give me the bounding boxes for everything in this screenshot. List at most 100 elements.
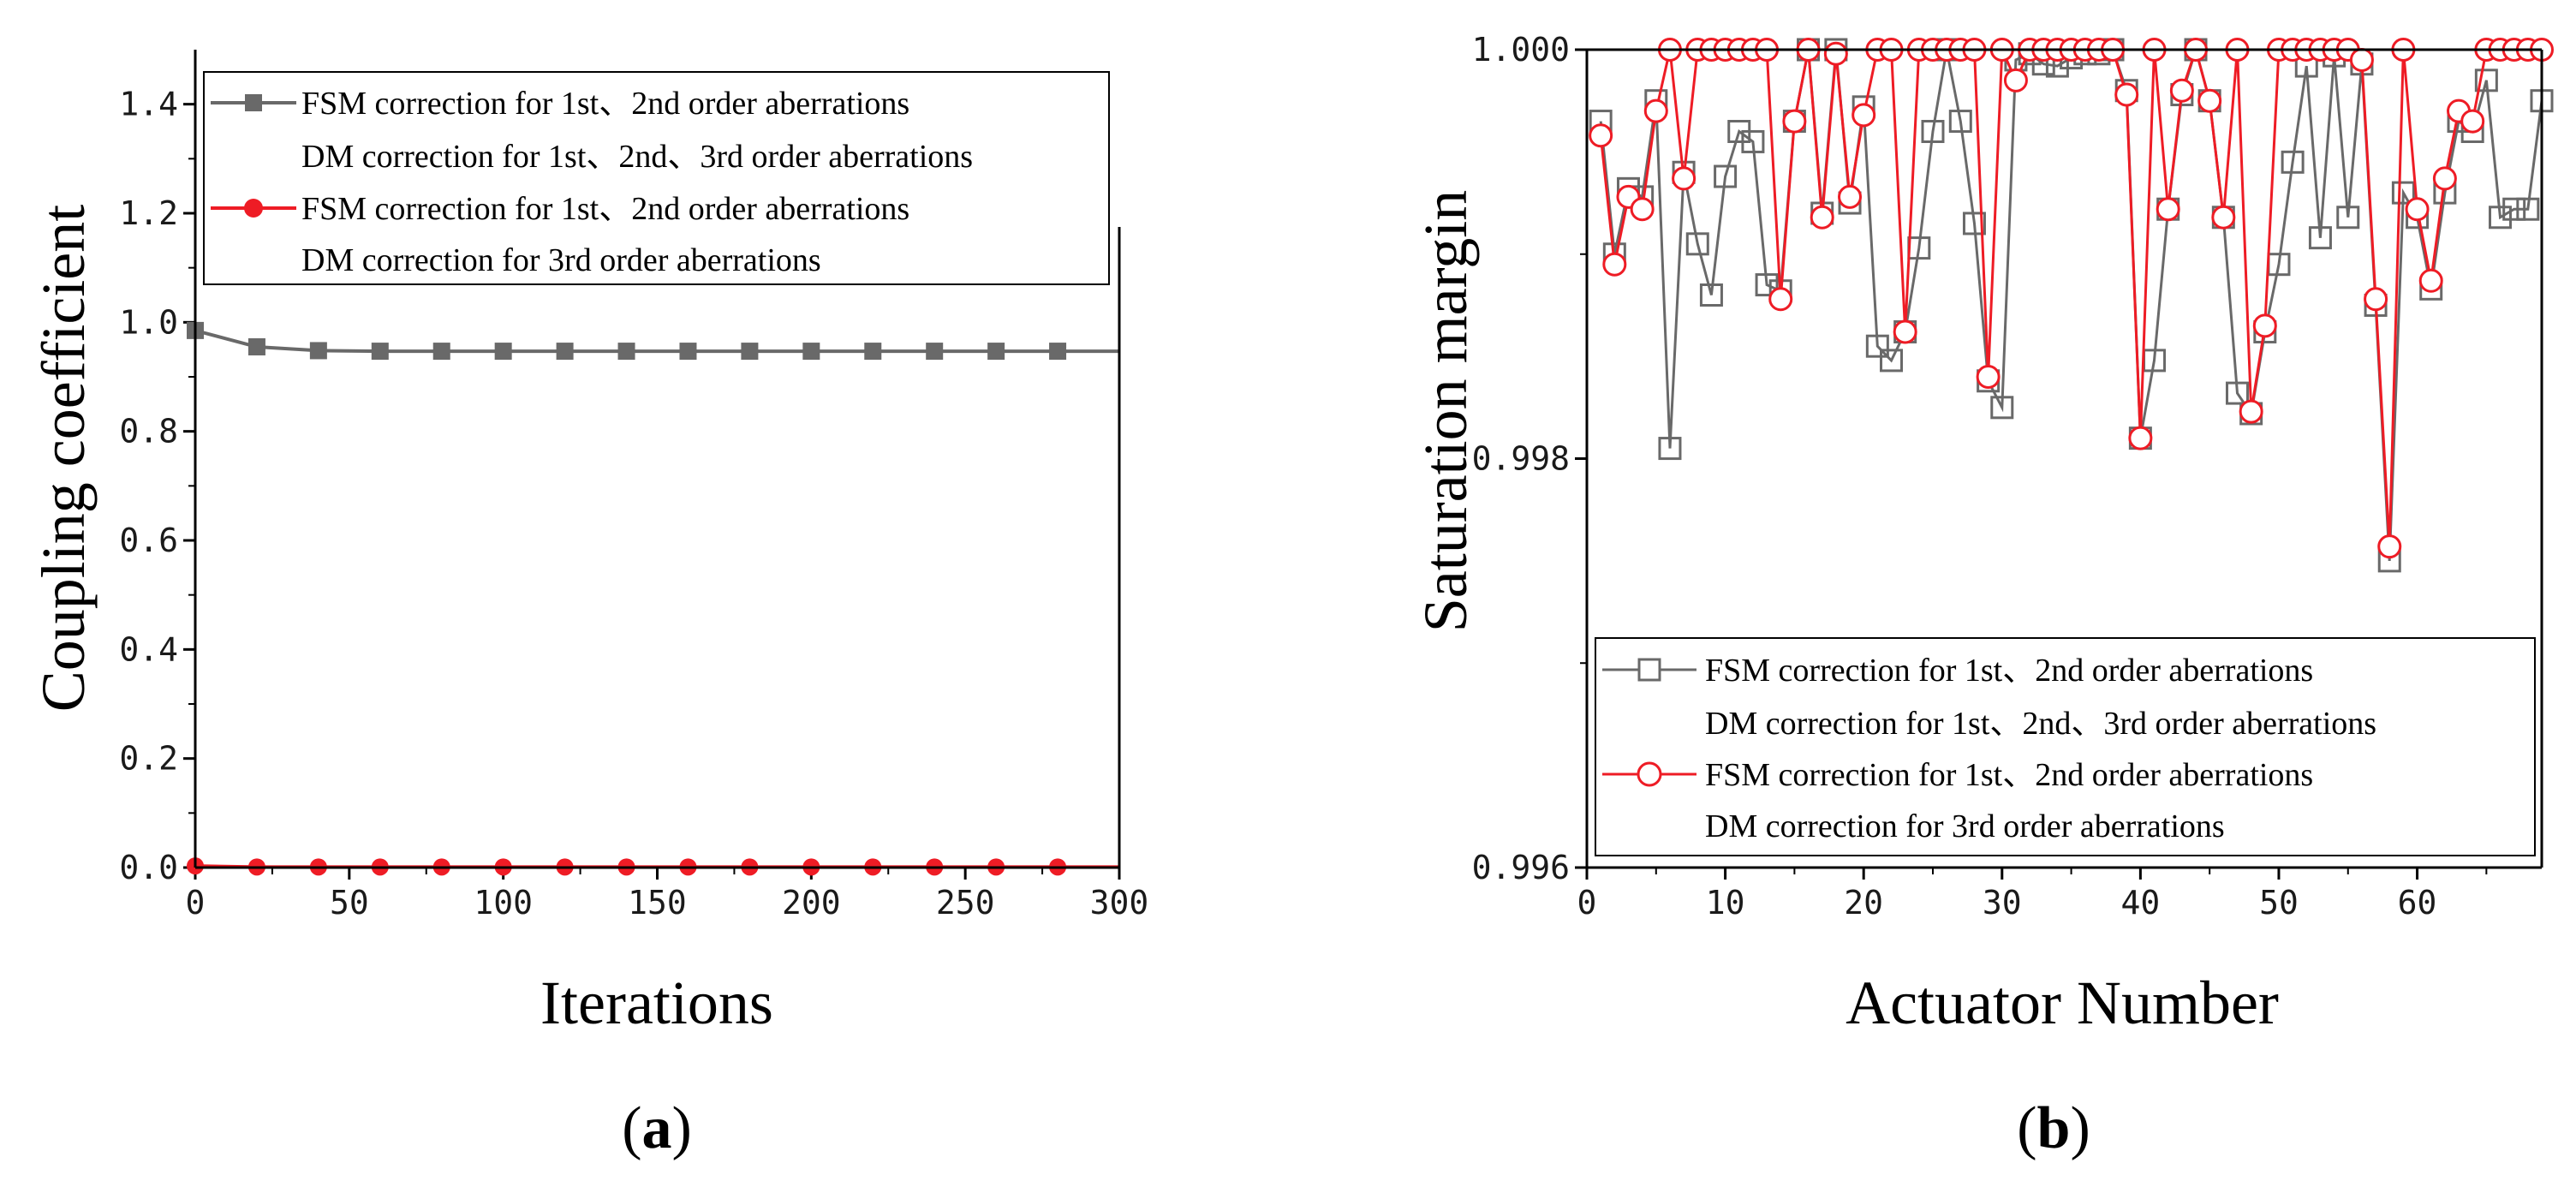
- chart-b-series-2-point: [2211, 205, 2236, 230]
- chart-a-series: [187, 321, 1119, 876]
- chart-b-series-1-point: [2489, 206, 2513, 230]
- chart-b-series-1-point: [1685, 232, 1709, 256]
- chart-b-series-1-point: [2225, 381, 2249, 405]
- chart-a-ytick-label: 1.4: [119, 86, 178, 123]
- chart-b-series-1-point: [2516, 197, 2540, 221]
- chart-b-series-1-point: [1658, 437, 1682, 461]
- chart-b-series-1-point: [2281, 150, 2305, 174]
- chart-b-series-1-point: [1921, 120, 1945, 143]
- chart-a-series-1-point: [617, 343, 635, 361]
- chart-b-legend-marker-2: [1637, 761, 1662, 787]
- chart-b-series-1-point: [1714, 164, 1738, 188]
- chart-b-series-2-point: [1643, 98, 1668, 123]
- chart-b-series-2-point: [2349, 47, 2374, 72]
- chart-a-series-1-point: [494, 343, 512, 361]
- chart-a-ytick-label: 0.6: [119, 522, 178, 559]
- chart-b-series-1-point: [1865, 334, 1889, 358]
- chart-b-series-1-point: [1990, 396, 2014, 420]
- chart-a-legend-label-1b: DM correction for 1st、2nd、3rd order aber…: [301, 139, 973, 175]
- chart-b-legend-label-1b: DM correction for 1st、2nd、3rd order aber…: [1705, 706, 2376, 742]
- chart-a-xtick-label: 100: [474, 884, 533, 922]
- chart-a-panel-label: (a): [622, 1095, 692, 1161]
- chart-b-series-1-point: [2502, 197, 2526, 221]
- chart-b-ytick-label: 0.998: [1472, 440, 1570, 478]
- chart-b-series-1-point: [2308, 226, 2332, 250]
- chart-b-xtick-label: 40: [2120, 884, 2160, 922]
- chart-b-series-2-point: [2432, 166, 2457, 191]
- chart-a-xtick-label: 250: [936, 884, 995, 922]
- chart-b-series-2-point: [1602, 252, 1627, 277]
- chart-b-series-2-point: [2156, 197, 2180, 222]
- chart-b-series-2-point: [1810, 205, 1834, 230]
- chart-b-legend-box: [1595, 637, 2536, 856]
- chart-b-legend-label-2: FSM correction for 1st、2nd order aberrat…: [1705, 757, 2313, 793]
- chart-b-series-2-point: [1823, 41, 1848, 66]
- chart-a-ytick-label: 1.2: [119, 194, 178, 232]
- chart-a-xlabel: Iterations: [540, 969, 773, 1037]
- chart-b-xtick-label: 50: [2259, 884, 2299, 922]
- chart-a-series-1-point: [987, 343, 1005, 361]
- chart-b-series-2-point: [1782, 109, 1807, 134]
- chart-b-series-2-point: [1893, 319, 1917, 344]
- chart-a-series-1-point: [432, 343, 450, 361]
- chart-b-series-2-point: [2169, 78, 2194, 103]
- chart-b-panel-label: (b): [2017, 1095, 2090, 1161]
- chart-a-panel-letter: a: [642, 1095, 672, 1161]
- chart-b-series-2-point: [1768, 287, 1793, 312]
- chart-b-series-1-point: [1755, 273, 1779, 297]
- chart-a-series-1-point: [926, 343, 944, 361]
- chart-a-series-1-line: [194, 328, 1119, 354]
- chart-a-series-1-point: [741, 343, 759, 361]
- chart-a-ticks: 0 50 100 150 200 250 300 0.0 0.2 0.4 0.6 0.8 1.0 1.2 1…: [119, 86, 1148, 922]
- chart-b-panel-letter: b: [2037, 1095, 2071, 1161]
- chart-b-xtick-label: 20: [1844, 884, 1883, 922]
- chart-b-legend: FSM correction for 1st、2nd order aberrat…: [1595, 637, 2536, 856]
- chart-a-legend: FSM correction for 1st、2nd order aberrat…: [203, 71, 1110, 285]
- chart-b-series-1-point: [1948, 110, 1972, 134]
- chart-a-ylabel: Coupling coefficient: [29, 205, 98, 713]
- chart-b-series-2-point: [2114, 82, 2139, 107]
- chart-b-series-2-point: [1852, 103, 1876, 128]
- chart-b-ylabel: Saturation margin: [1411, 190, 1480, 633]
- chart-b: 0 10 20 30 40 50 60 0.996 0.998 1.000 Saturation …: [1411, 31, 2554, 1161]
- chart-b-ticks: 0 10 20 30 40 50 60 0.996 0.998 1.000: [1472, 31, 2488, 922]
- chart-a-series-1-point: [864, 343, 882, 361]
- chart-b-legend-label-2b: DM correction for 3rd order aberrations: [1705, 808, 2225, 844]
- chart-b-series-2-point: [2252, 313, 2277, 338]
- chart-b-xtick-label: 30: [1983, 884, 2022, 922]
- chart-a-ytick-label: 1.0: [119, 303, 178, 341]
- chart-b-series-1-point: [1699, 283, 1723, 307]
- chart-a-series-1-point: [679, 343, 697, 361]
- chart-b-series-2-point: [2377, 534, 2402, 559]
- chart-b-xtick-label: 0: [1577, 884, 1597, 922]
- chart-b-legend-marker-1: [1637, 658, 1661, 682]
- chart-a-legend-label-2: FSM correction for 1st、2nd order aberrat…: [301, 191, 909, 227]
- chart-a-xtick-label: 150: [628, 884, 687, 922]
- chart-b-series-2-point: [1976, 365, 2001, 389]
- chart-a-ytick-label: 0.4: [119, 630, 178, 668]
- chart-a-ytick-label: 0.2: [119, 740, 178, 778]
- chart-a-ytick-label: 0.8: [119, 413, 178, 450]
- chart-b-xlabel: Actuator Number: [1846, 969, 2279, 1037]
- chart-a: 0 50 100 150 200 250 300 0.0 0.2 0.4 0.6 0.8 1.0 1.2 1…: [29, 50, 1148, 1161]
- chart-a-xtick-label: 0: [186, 884, 206, 922]
- chart-a-legend-marker-1: [245, 94, 262, 111]
- chart-b-series-2-point: [2197, 88, 2222, 113]
- chart-b-series-2-point: [1838, 184, 1863, 209]
- chart-b-ytick-label: 0.996: [1472, 849, 1570, 886]
- chart-b-series-2-point: [2460, 109, 2485, 134]
- chart-b-series-2-point: [2364, 287, 2388, 312]
- chart-a-legend-label-1: FSM correction for 1st、2nd order aberrat…: [301, 86, 909, 122]
- chart-a-legend-marker-2: [244, 199, 263, 218]
- chart-b-series-2-point: [2003, 68, 2028, 92]
- chart-a-series-1-point: [1049, 343, 1067, 361]
- chart-b-series-1-point: [1741, 129, 1765, 153]
- chart-a-ytick-label: 0.0: [119, 849, 178, 886]
- chart-b-series-2-point: [1630, 197, 1655, 222]
- chart-a-xtick-label: 200: [782, 884, 841, 922]
- chart-a-xtick-label: 50: [330, 884, 369, 922]
- chart-b-series-2-point: [2239, 399, 2263, 424]
- chart-a-series-1-point: [556, 343, 574, 361]
- chart-a-series-1-point: [309, 342, 327, 360]
